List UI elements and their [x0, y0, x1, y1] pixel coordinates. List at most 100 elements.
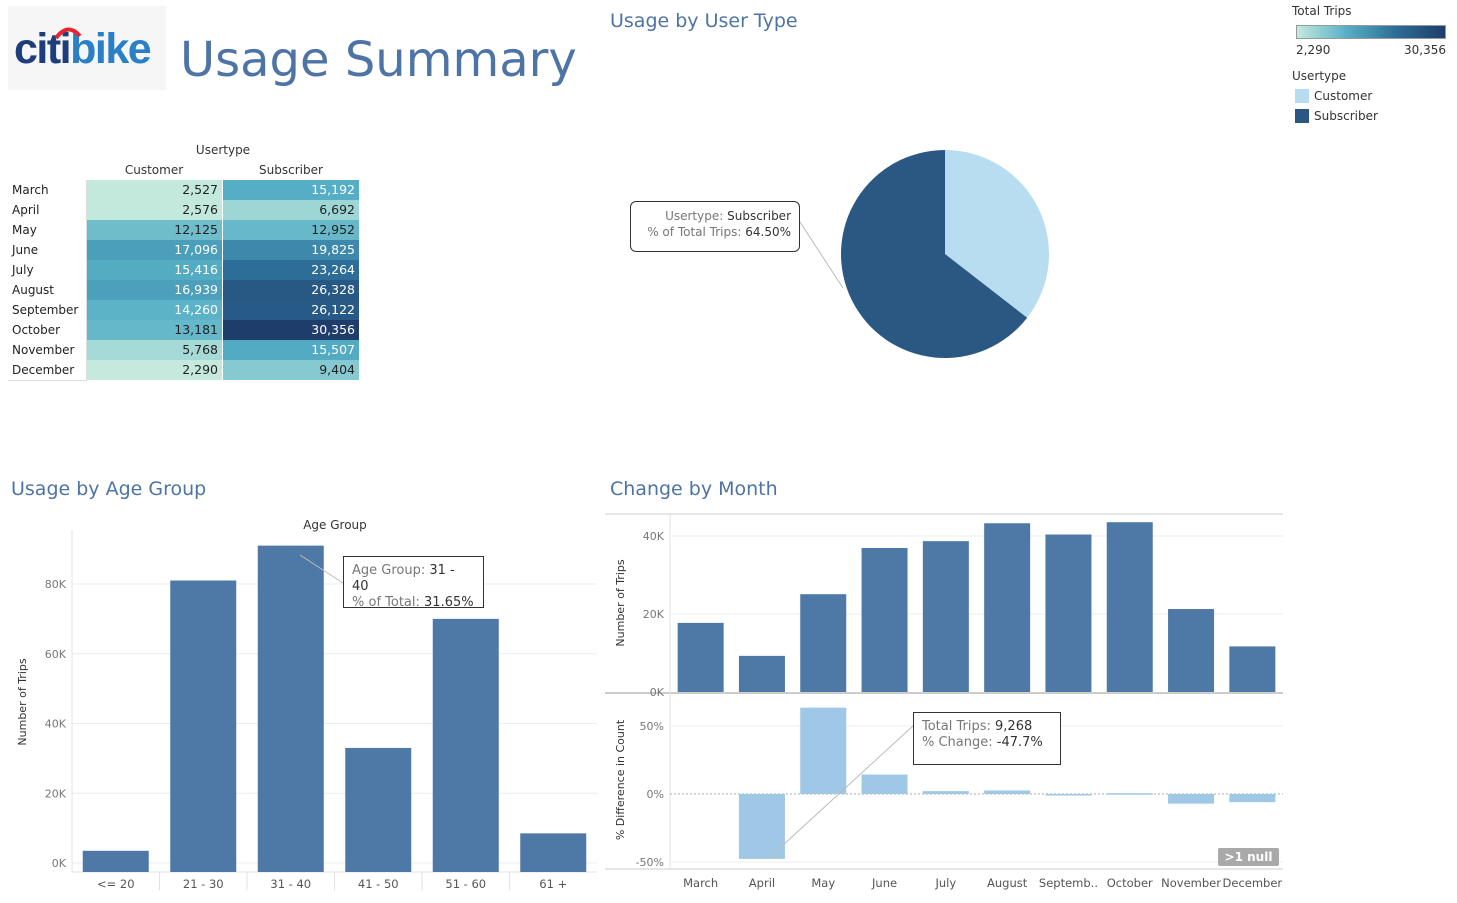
age-bar[interactable]: [520, 833, 587, 872]
heat-cell-subscriber[interactable]: 9,404: [223, 360, 359, 380]
change-trips-bar[interactable]: [677, 622, 724, 692]
heat-cell-subscriber[interactable]: 6,692: [223, 200, 359, 220]
age-tooltip-val2: 31.65%: [424, 595, 474, 610]
legend-customer-swatch[interactable]: [1295, 89, 1309, 103]
change-trips-bar[interactable]: [861, 548, 908, 692]
pie-tooltip: Usertype: Subscriber % of Total Trips: 6…: [630, 201, 800, 252]
heat-cell-customer[interactable]: 2,290: [86, 360, 222, 380]
age-xtick-label: <= 20: [97, 877, 135, 891]
heat-cell-subscriber[interactable]: 30,356: [223, 320, 359, 340]
age-bar[interactable]: [82, 850, 149, 872]
heat-table-month: November: [12, 343, 75, 357]
change-trips-bar[interactable]: [1045, 534, 1092, 692]
heat-cell-customer[interactable]: 2,527: [86, 180, 222, 200]
color-ramp: [1296, 25, 1446, 39]
heat-table-row: September 14,260 26,122: [8, 300, 360, 320]
age-ytick-label: 20K: [45, 787, 67, 800]
age-bar[interactable]: [170, 580, 237, 872]
change-pct-bar[interactable]: [1229, 794, 1276, 803]
change-trips-bar[interactable]: [1229, 646, 1276, 692]
change-trips-bar[interactable]: [1106, 522, 1153, 692]
change-xtick-label: December: [1223, 876, 1283, 890]
heat-cell-customer[interactable]: 13,181: [86, 320, 222, 340]
heat-table-row: March 2,527 15,192: [8, 180, 360, 200]
heat-cell-customer[interactable]: 17,096: [86, 240, 222, 260]
change-xtick-label: May: [811, 876, 835, 890]
change-pct-bar[interactable]: [984, 790, 1031, 794]
change-pct-bar[interactable]: [1168, 794, 1215, 804]
heat-cell-subscriber[interactable]: 23,264: [223, 260, 359, 280]
age-tooltip-key1: Age Group:: [352, 563, 426, 578]
change-trips-bar[interactable]: [800, 594, 847, 692]
change-pct-bar[interactable]: [861, 774, 908, 794]
change-trips-bar[interactable]: [738, 655, 785, 692]
change-bottom-ytick: 0%: [647, 788, 664, 801]
heat-table-row: May 12,125 12,952: [8, 220, 360, 240]
heat-cell-customer[interactable]: 12,125: [86, 220, 222, 240]
legend-usertype-title: Usertype: [1292, 69, 1347, 83]
legend-subscriber-swatch[interactable]: [1295, 109, 1309, 123]
change-pct-bar[interactable]: [800, 707, 847, 794]
pie-slice-customer[interactable]: [945, 150, 1049, 318]
change-tooltip-leader: [769, 724, 915, 858]
legend-customer-label[interactable]: Customer: [1314, 89, 1373, 103]
change-tooltip-val1: 9,268: [995, 719, 1033, 734]
heat-table-month: October: [12, 323, 61, 337]
heat-cell-customer[interactable]: 5,768: [86, 340, 222, 360]
age-bar[interactable]: [257, 545, 324, 872]
change-tooltip-val2: -47.7%: [996, 735, 1043, 750]
change-trips-bar[interactable]: [984, 523, 1031, 692]
age-tooltip-leader: [299, 554, 344, 584]
heat-table-border: [8, 180, 87, 381]
change-top-yaxis-title: Number of Trips: [614, 559, 627, 646]
heat-cell-subscriber[interactable]: 26,328: [223, 280, 359, 300]
change-pct-bar[interactable]: [738, 794, 785, 859]
null-indicator-badge[interactable]: >1 null: [1218, 848, 1279, 866]
change-pct-bar[interactable]: [922, 791, 969, 794]
change-top-ytick: 0K: [650, 686, 665, 699]
heat-cell-subscriber[interactable]: 26,122: [223, 300, 359, 320]
heat-table-row: July 15,416 23,264: [8, 260, 360, 280]
age-xaxis-title: Age Group: [303, 518, 367, 532]
heat-cell-subscriber[interactable]: 19,825: [223, 240, 359, 260]
change-pct-bar[interactable]: [1045, 794, 1092, 796]
heat-cell-subscriber[interactable]: 15,192: [223, 180, 359, 200]
heat-cell-customer[interactable]: 2,576: [86, 200, 222, 220]
age-bar[interactable]: [432, 618, 499, 872]
pie-tooltip-key2: % of Total Trips:: [647, 225, 742, 239]
legend-subscriber-label[interactable]: Subscriber: [1314, 109, 1378, 123]
age-xtick-label: 61 +: [539, 877, 567, 891]
age-chart-title: Usage by Age Group: [11, 478, 207, 500]
change-tooltip-key1: Total Trips:: [922, 719, 991, 734]
pie-tooltip-val2: 64.50%: [745, 225, 791, 239]
heat-table-row: June 17,096 19,825: [8, 240, 360, 260]
heat-cell-customer[interactable]: 14,260: [86, 300, 222, 320]
heat-cell-customer[interactable]: 15,416: [86, 260, 222, 280]
age-tooltip-val1: 31 - 40: [352, 563, 455, 594]
heat-table-header: Usertype: [195, 143, 251, 157]
age-bar[interactable]: [345, 747, 412, 872]
pie-slice-subscriber[interactable]: [841, 150, 1028, 358]
age-ytick-label: 60K: [45, 648, 67, 661]
heat-table-month: June: [12, 243, 39, 257]
legend-max: 30,356: [1404, 43, 1446, 57]
change-bottom-ytick: 50%: [640, 720, 664, 733]
logo-background: [8, 6, 166, 90]
pie-title: Usage by User Type: [610, 10, 798, 32]
heat-cell-customer[interactable]: 16,939: [86, 280, 222, 300]
change-trips-bar[interactable]: [1168, 609, 1215, 692]
age-tooltip-key2: % of Total:: [352, 595, 420, 610]
change-trips-bar[interactable]: [922, 541, 969, 692]
logo-arc-icon: [54, 27, 82, 40]
change-tooltip-key2: % Change:: [922, 735, 993, 750]
pie-tooltip-val1: Subscriber: [727, 209, 791, 223]
legend-total-trips-title: Total Trips: [1292, 4, 1352, 18]
age-bar-chart: 0K 20K 40K 60K 80K <= 20 21 - 30 31 - 40 41 - 50…: [16, 518, 597, 891]
heat-cell-subscriber[interactable]: 15,507: [223, 340, 359, 360]
heat-table-col-customer: Customer: [124, 163, 184, 177]
change-xtick-label: July: [935, 876, 957, 890]
heat-cell-subscriber[interactable]: 12,952: [223, 220, 359, 240]
pie-chart: [799, 150, 1049, 358]
change-pct-bar[interactable]: [1106, 793, 1153, 795]
age-xtick-label: 31 - 40: [270, 877, 311, 891]
